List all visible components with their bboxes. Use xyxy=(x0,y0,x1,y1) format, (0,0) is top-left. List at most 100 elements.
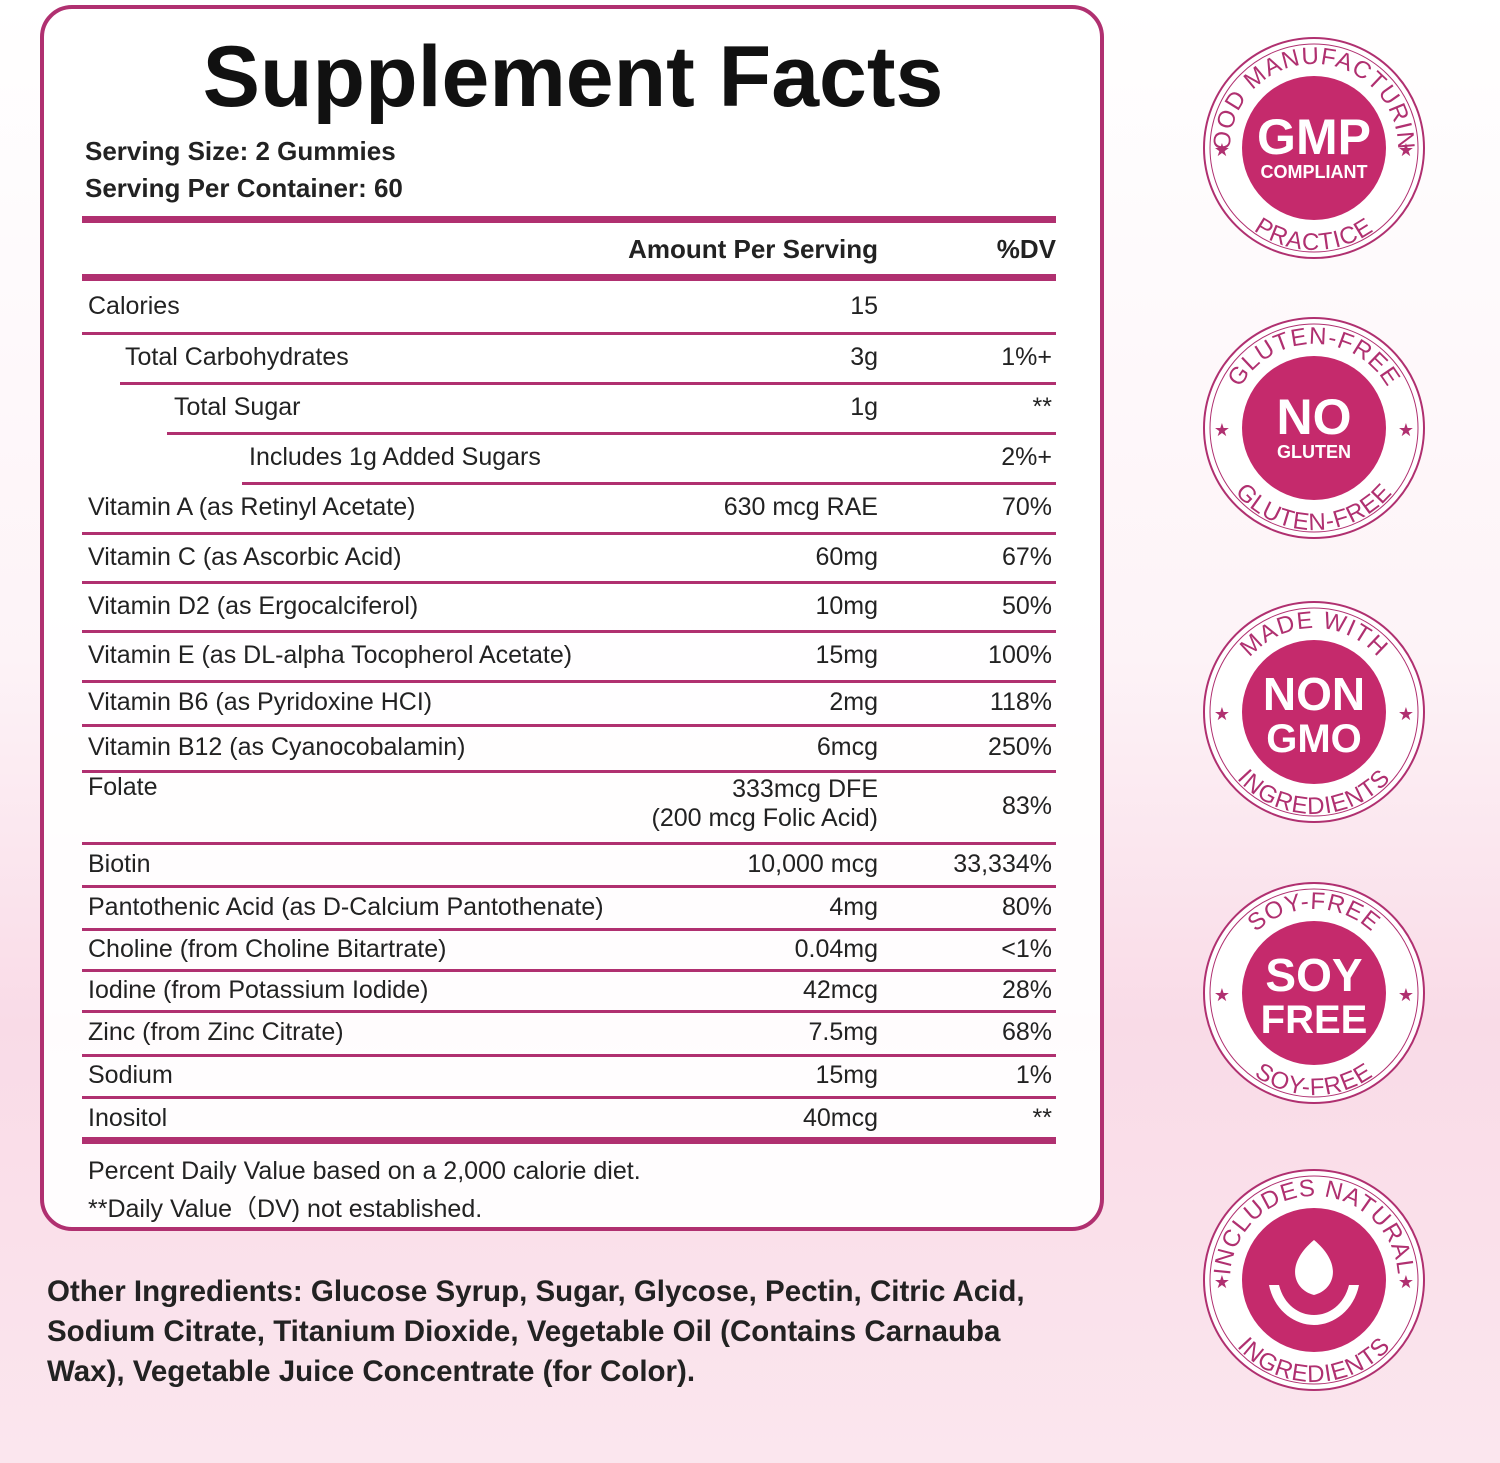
daily-value: 67% xyxy=(1001,542,1052,571)
row-rule xyxy=(82,724,1056,727)
dv-header: %DV xyxy=(996,234,1056,264)
star: ★ xyxy=(1214,140,1230,160)
amount: 1g xyxy=(850,393,878,421)
nutrient-name: Includes 1g Added Sugars xyxy=(249,443,541,471)
nutrient-name: Calories xyxy=(88,292,180,320)
daily-value: 1%+ xyxy=(1001,343,1052,371)
daily-value: 1% xyxy=(1015,1061,1052,1089)
daily-value: 80% xyxy=(1001,892,1052,921)
daily-value: 33,334% xyxy=(953,849,1052,878)
amount: 10,000 mcg xyxy=(747,849,878,878)
row-rule xyxy=(82,928,1056,931)
badge-ring-inner xyxy=(1209,43,1419,253)
title: Supplement Facts xyxy=(202,29,944,125)
row-rule xyxy=(82,1010,1056,1013)
row-rule xyxy=(82,680,1056,683)
amount: 0.04mg xyxy=(794,934,878,963)
nutrient-name: Vitamin A (as Retinyl Acetate) xyxy=(88,493,416,521)
row-rule xyxy=(82,842,1056,845)
servings-per-container: Serving Per Container: 60 xyxy=(85,173,403,203)
badge-ring-inner xyxy=(1209,607,1419,817)
nutrient-name: Vitamin B6 (as Pyridoxine HCI) xyxy=(88,688,433,716)
nutrient-name: Vitamin B12 (as Cyanocobalamin) xyxy=(88,733,466,761)
footnote: **Daily Value（DV) not established. xyxy=(88,1195,483,1223)
badges: GOOD MANUFACTURINGPRACTICE★★GMPCOMPLIANT… xyxy=(1180,0,1425,1391)
row-rule xyxy=(82,1054,1056,1057)
daily-value: ** xyxy=(1032,393,1052,421)
star: ★ xyxy=(1214,1272,1230,1292)
star: ★ xyxy=(1214,985,1230,1005)
row-rule xyxy=(82,1137,1056,1144)
badge-ring-inner xyxy=(1209,888,1419,1098)
nutrient-name: Total Carbohydrates xyxy=(125,343,349,371)
star: ★ xyxy=(1398,985,1414,1005)
nutrient-name: Vitamin C (as Ascorbic Acid) xyxy=(88,542,402,571)
rule xyxy=(82,274,1056,281)
row-rule xyxy=(242,482,1056,485)
facts-panel xyxy=(40,5,1104,1231)
leaf-icon xyxy=(1269,1240,1359,1325)
amount: 60mg xyxy=(815,542,878,571)
star: ★ xyxy=(1214,704,1230,724)
daily-value: 2%+ xyxy=(1001,443,1052,471)
nutrient-name: Choline (from Choline Bitartrate) xyxy=(88,934,447,963)
badge-label: NON xyxy=(1263,668,1365,720)
badge-center xyxy=(1242,921,1386,1065)
daily-value: 28% xyxy=(1001,975,1052,1004)
badge-center xyxy=(1242,76,1386,220)
other-ingredients: Other Ingredients: Glucose Syrup, Sugar,… xyxy=(47,1275,1025,1388)
nutrient-name: Total Sugar xyxy=(174,393,301,421)
badge-label: COMPLIANT xyxy=(1261,162,1368,182)
star: ★ xyxy=(1214,420,1230,440)
amount: 10mg xyxy=(815,591,878,620)
amount: 2mg xyxy=(829,688,878,716)
daily-value: ** xyxy=(1032,1103,1052,1132)
nutrient-name: Zinc (from Zinc Citrate) xyxy=(88,1018,344,1046)
amount: 7.5mg xyxy=(808,1018,878,1046)
nutrient-name: Pantothenic Acid (as D-Calcium Pantothen… xyxy=(88,892,604,921)
row-rule xyxy=(82,532,1056,535)
serving-size: Serving Size: 2 Gummies xyxy=(85,136,396,166)
amount: (200 mcg Folic Acid) xyxy=(651,804,878,832)
amount: 15mg xyxy=(815,1061,878,1089)
row-rule xyxy=(82,885,1056,888)
amount: 6mcg xyxy=(816,733,878,761)
badge-ring-inner xyxy=(1209,1175,1419,1385)
amount: 15 xyxy=(850,292,878,320)
row-rule xyxy=(82,770,1056,773)
badge-label: SOY xyxy=(1265,949,1362,1001)
row-rule xyxy=(82,969,1056,972)
amount: 42mcg xyxy=(802,975,878,1004)
amount-header: Amount Per Serving xyxy=(628,234,878,264)
nutrient-name: Vitamin D2 (as Ergocalciferol) xyxy=(88,591,419,620)
row-rule xyxy=(82,1096,1056,1099)
badge-center xyxy=(1242,356,1386,500)
daily-value: 100% xyxy=(988,641,1052,669)
row-rule xyxy=(82,332,1056,335)
nutrient-name: Sodium xyxy=(88,1061,173,1089)
badge-label: NO xyxy=(1277,389,1352,445)
star: ★ xyxy=(1398,1272,1414,1292)
daily-value: 118% xyxy=(989,688,1052,716)
footnote: Percent Daily Value based on a 2,000 cal… xyxy=(88,1157,641,1185)
row-rule xyxy=(167,432,1056,435)
nutrient-name: Folate xyxy=(88,773,158,801)
row-rule xyxy=(82,630,1056,633)
amount: 15mg xyxy=(815,641,878,669)
star: ★ xyxy=(1398,704,1414,724)
daily-value: <1% xyxy=(1001,934,1052,963)
badge-label: GMO xyxy=(1266,717,1362,761)
daily-value: 83% xyxy=(1001,792,1052,820)
daily-value: 70% xyxy=(1001,493,1052,521)
nutrient-name: Inositol xyxy=(88,1103,168,1132)
amount: 4mg xyxy=(829,892,878,921)
badge-label: GLUTEN xyxy=(1277,442,1351,462)
daily-value: 250% xyxy=(988,733,1052,761)
star: ★ xyxy=(1398,420,1414,440)
badge-label: FREE xyxy=(1261,998,1368,1042)
amount: 3g xyxy=(850,343,878,371)
daily-value: 50% xyxy=(1001,591,1052,620)
row-rule xyxy=(82,581,1056,584)
badge-label: GMP xyxy=(1257,109,1371,165)
